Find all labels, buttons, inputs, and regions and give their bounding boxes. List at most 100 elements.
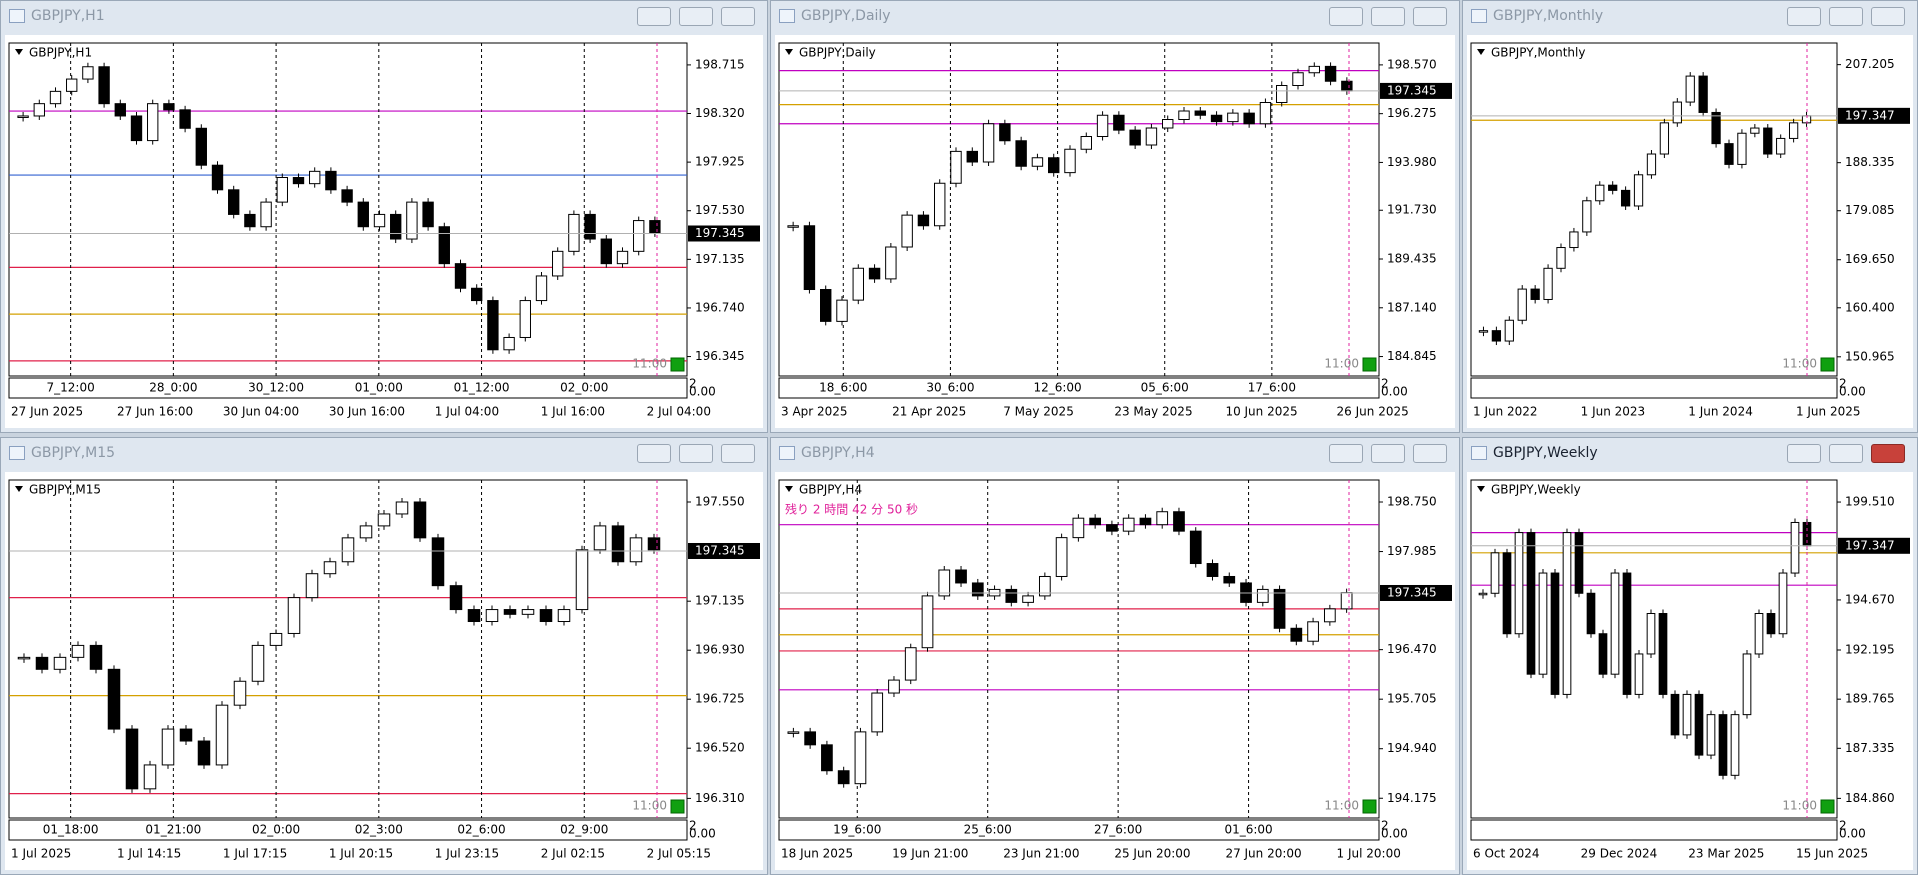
dropdown-arrow bbox=[15, 49, 23, 55]
candle bbox=[584, 213, 596, 240]
candle bbox=[950, 150, 962, 184]
candle bbox=[885, 246, 897, 280]
candle bbox=[821, 744, 833, 772]
candle bbox=[1292, 72, 1304, 87]
price-tick-label: 198.320 bbox=[695, 106, 745, 120]
time-axis-label: 1 Jul 23:15 bbox=[435, 847, 499, 861]
candle bbox=[197, 740, 211, 766]
title-bar: GBPJPY,Monthly bbox=[1463, 1, 1917, 31]
current-price-label: 197.345 bbox=[695, 543, 745, 557]
current-price-box bbox=[1380, 82, 1452, 99]
price-tick-label: 184.845 bbox=[1387, 349, 1437, 363]
dropdown-arrow bbox=[785, 486, 793, 492]
price-tick-label: 193.980 bbox=[1387, 155, 1437, 169]
time-grid-label: 7_12:00 bbox=[47, 381, 95, 395]
one-click-indicator bbox=[1820, 799, 1835, 814]
candle bbox=[98, 66, 110, 105]
minimize-button[interactable] bbox=[1329, 7, 1363, 26]
candle bbox=[431, 537, 445, 587]
candle bbox=[114, 103, 126, 117]
minimize-button[interactable] bbox=[1787, 444, 1821, 463]
minimize-button[interactable] bbox=[1787, 7, 1821, 26]
candle bbox=[1608, 184, 1618, 191]
chart-area: 197.550 197.135 196.930 196.725 196.520 196.3… bbox=[5, 472, 763, 870]
candle bbox=[215, 704, 229, 766]
maximize-button[interactable] bbox=[679, 444, 713, 463]
chart-area: 207.205 188.335 179.085 169.650 160.400 150.9… bbox=[1467, 35, 1913, 428]
candle bbox=[228, 189, 240, 215]
candle bbox=[999, 123, 1011, 142]
candle bbox=[593, 525, 607, 551]
maximize-button[interactable] bbox=[1829, 7, 1863, 26]
candle bbox=[179, 728, 193, 742]
maximize-button[interactable] bbox=[1371, 444, 1405, 463]
candle bbox=[1256, 588, 1269, 603]
price-tick-label: 184.860 bbox=[1845, 791, 1895, 805]
price-tick-label: 196.470 bbox=[1387, 642, 1437, 656]
candle bbox=[503, 609, 517, 615]
minimize-button[interactable] bbox=[637, 7, 671, 26]
window-icon bbox=[779, 446, 795, 460]
price-tick-label: 197.135 bbox=[695, 594, 745, 608]
title-bar: GBPJPY,H1 bbox=[1, 1, 767, 31]
window-icon bbox=[9, 446, 25, 460]
time-axis-label: 10 Jun 2025 bbox=[1225, 405, 1297, 419]
price-tick-label: 196.930 bbox=[695, 643, 745, 657]
candle bbox=[233, 680, 247, 706]
close-button[interactable] bbox=[721, 444, 755, 463]
candle bbox=[1206, 563, 1219, 577]
window-icon bbox=[779, 9, 795, 23]
price-tick-label: 150.965 bbox=[1845, 349, 1895, 363]
maximize-button[interactable] bbox=[679, 7, 713, 26]
dropdown-arrow bbox=[1477, 486, 1485, 492]
window-title: GBPJPY,Daily bbox=[801, 8, 891, 24]
candle bbox=[305, 573, 319, 599]
close-button[interactable] bbox=[1413, 444, 1447, 463]
candle bbox=[485, 609, 499, 623]
candle bbox=[422, 201, 434, 228]
time-strip bbox=[8, 819, 688, 841]
candle bbox=[1538, 572, 1548, 675]
candle bbox=[454, 263, 467, 289]
minimize-button[interactable] bbox=[1329, 444, 1363, 463]
window-icon bbox=[1471, 9, 1487, 23]
candle bbox=[1178, 110, 1190, 121]
price-tick-label: 194.940 bbox=[1387, 741, 1437, 755]
candle bbox=[1308, 65, 1320, 74]
symbol-label: GBPJPY,H1 bbox=[29, 46, 92, 60]
candle bbox=[600, 238, 612, 265]
close-button[interactable] bbox=[1413, 7, 1447, 26]
candle bbox=[1724, 143, 1734, 165]
candle bbox=[1646, 153, 1657, 176]
plot-frame bbox=[1470, 42, 1838, 377]
maximize-button[interactable] bbox=[1829, 444, 1863, 463]
time-axis-label: 23 May 2025 bbox=[1114, 405, 1192, 419]
candle bbox=[1778, 572, 1788, 635]
candle bbox=[1742, 653, 1752, 716]
candle bbox=[1659, 122, 1670, 155]
time-grid-label: 01_18:00 bbox=[43, 823, 99, 837]
candle bbox=[359, 525, 373, 539]
maximize-button[interactable] bbox=[1371, 7, 1405, 26]
price-tick-label: 197.550 bbox=[695, 494, 745, 508]
close-button[interactable] bbox=[1871, 444, 1905, 463]
current-price-box bbox=[1838, 537, 1910, 554]
candle bbox=[1646, 613, 1656, 655]
close-button[interactable] bbox=[721, 7, 755, 26]
corner-label: 0.00 bbox=[689, 385, 716, 399]
candle bbox=[179, 109, 191, 129]
candle bbox=[1790, 521, 1800, 574]
candle bbox=[49, 90, 62, 105]
chart-area: 198.750 197.985 196.470 195.705 194.940 194.1… bbox=[775, 472, 1455, 870]
price-tick-label: 196.520 bbox=[695, 741, 745, 755]
close-button[interactable] bbox=[1871, 7, 1905, 26]
window-title: GBPJPY,Weekly bbox=[1493, 445, 1598, 461]
price-tick-label: 192.195 bbox=[1845, 643, 1895, 657]
title-bar: GBPJPY,H4 bbox=[771, 438, 1459, 468]
chart-area: 198.715 198.320 197.925 197.530 197.135 196.7… bbox=[5, 35, 763, 428]
candle bbox=[1273, 588, 1286, 629]
time-axis-label: 2 Jul 05:15 bbox=[647, 847, 711, 861]
candle bbox=[568, 213, 580, 252]
minimize-button[interactable] bbox=[637, 444, 671, 463]
time-grid-label: 28_0:00 bbox=[149, 381, 197, 395]
